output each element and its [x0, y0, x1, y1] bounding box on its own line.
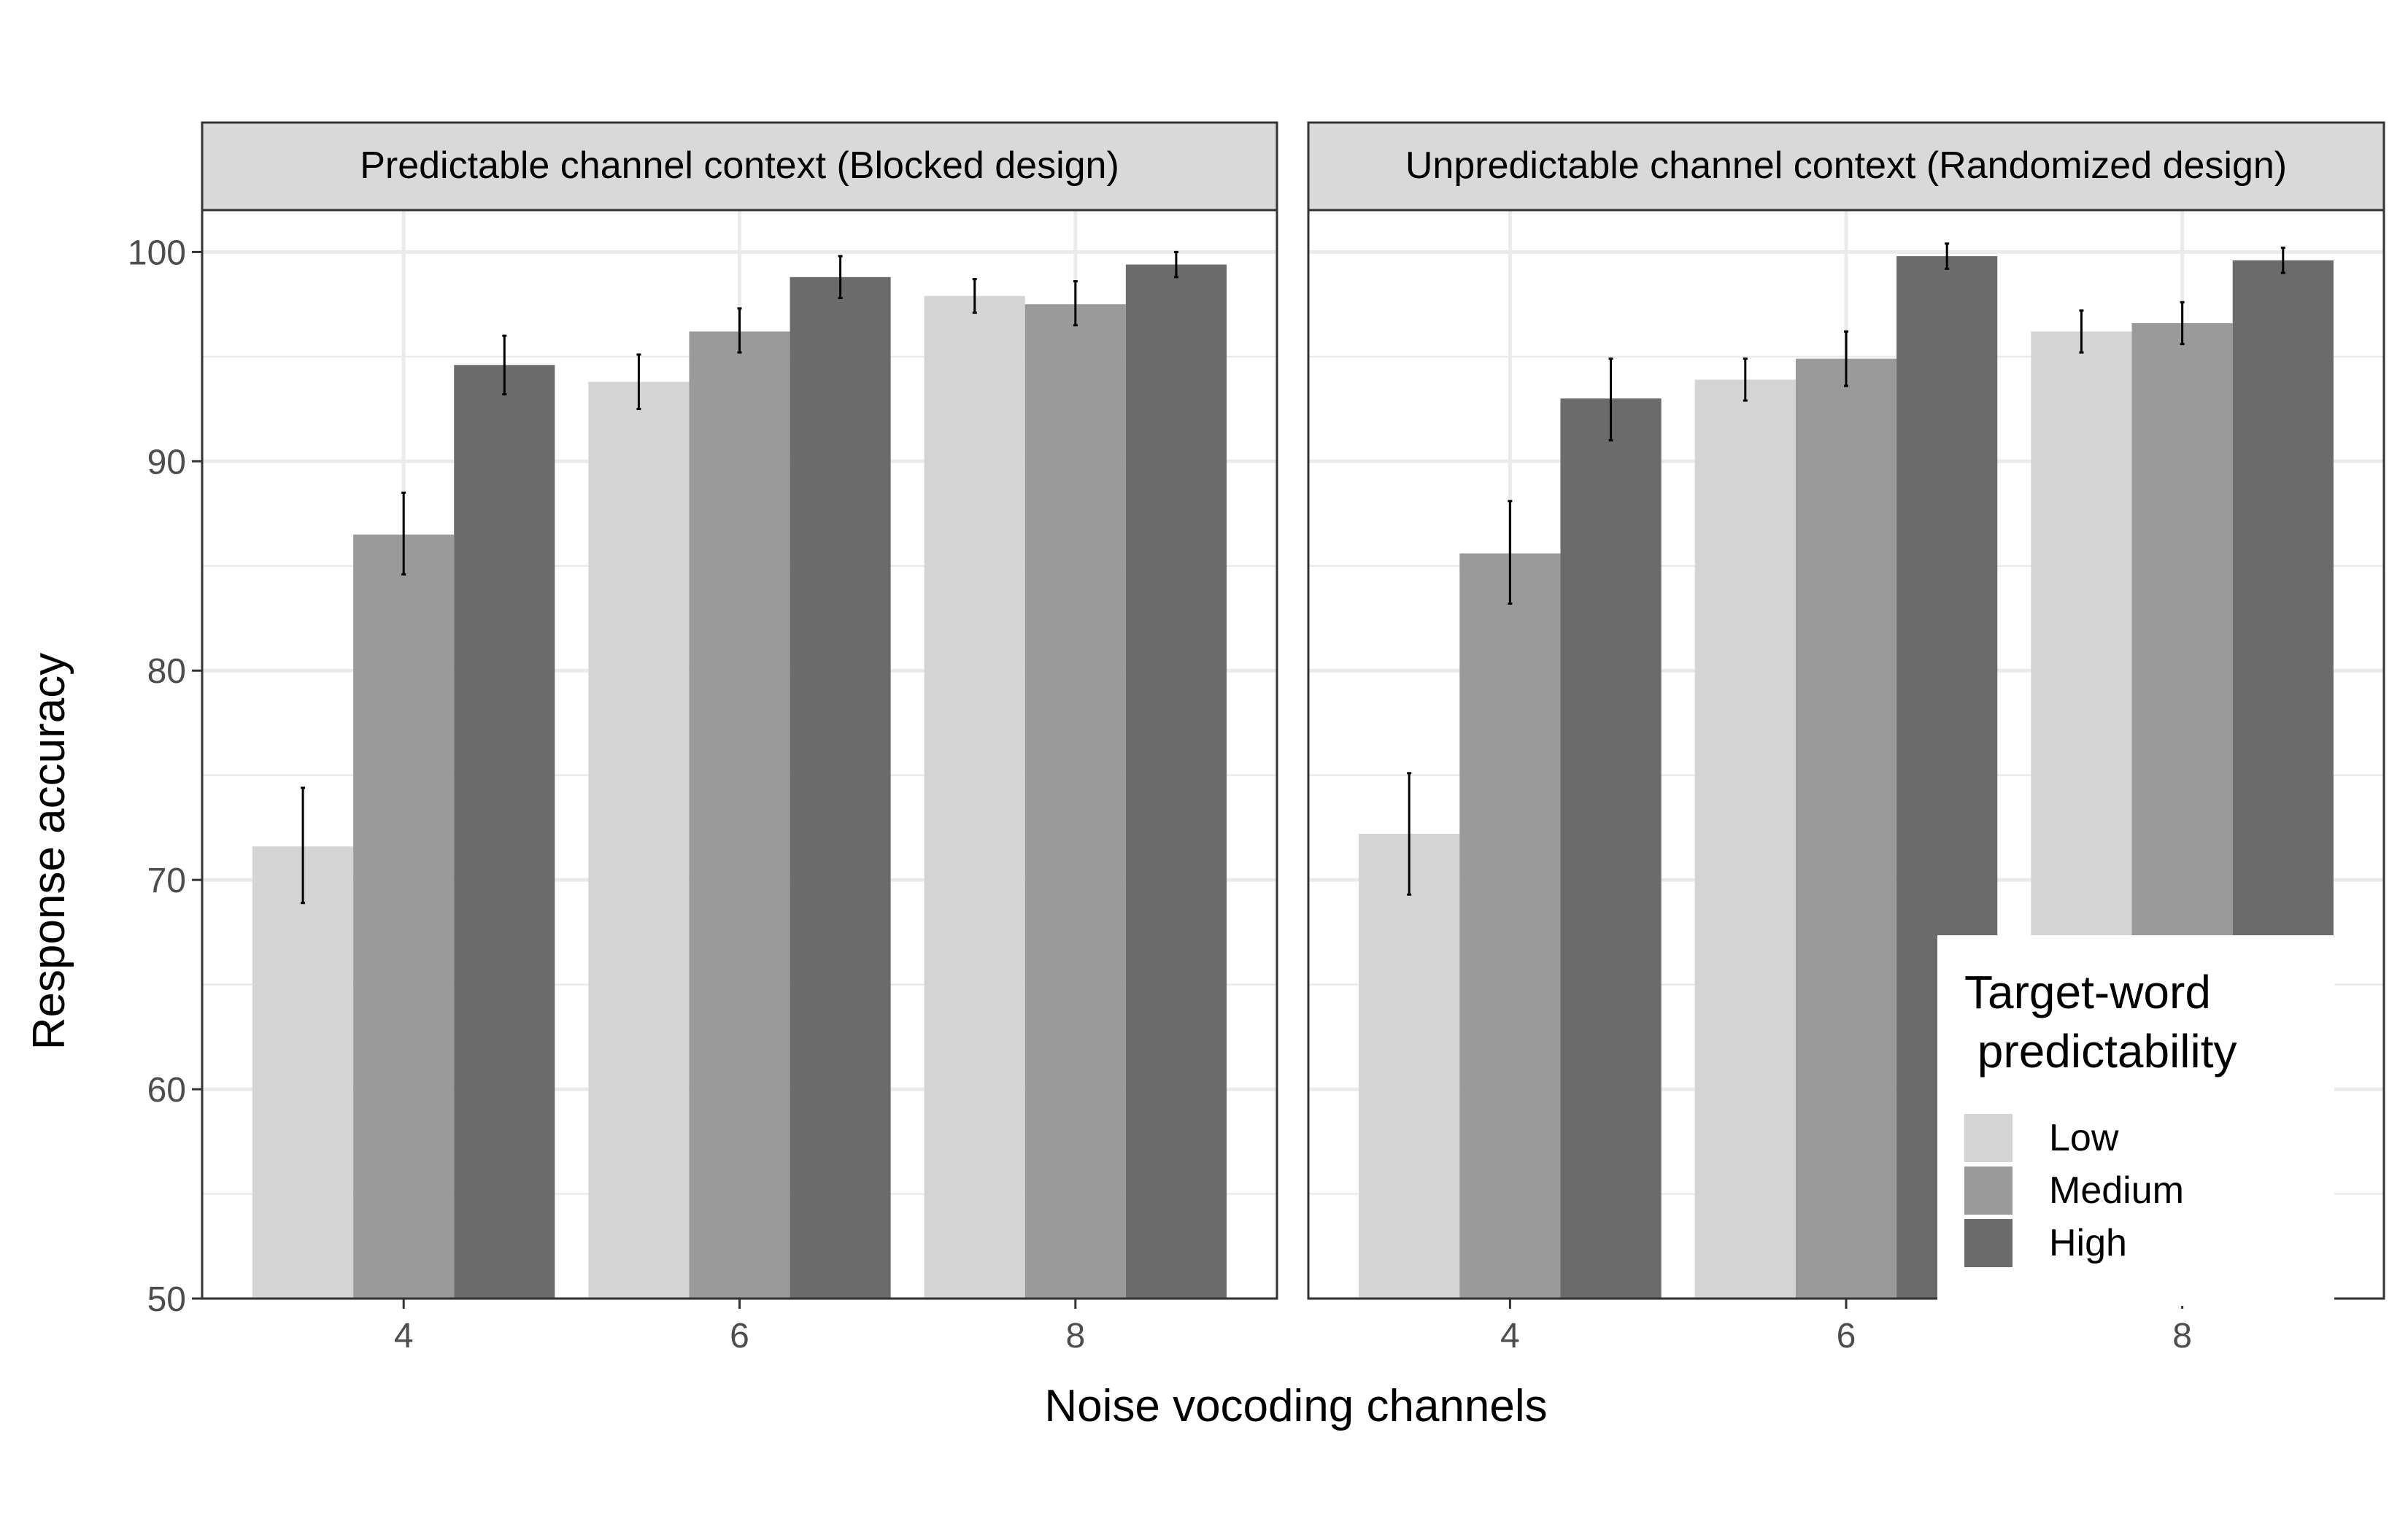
bar-medium-6 — [1795, 358, 1897, 1299]
y-tick-label: 60 — [147, 1071, 186, 1110]
legend-swatch-medium — [1964, 1167, 2013, 1215]
legend-title-line2: predictability — [1964, 1025, 2237, 1078]
y-axis-label: Response accuracy — [24, 653, 74, 1051]
y-tick-label: 90 — [147, 443, 186, 481]
bar-low-4 — [1359, 834, 1460, 1299]
x-tick-label: 4 — [1500, 1317, 1520, 1355]
bar-high-6 — [790, 276, 891, 1299]
legend-title-line1: Target-word — [1964, 966, 2211, 1018]
facet-strip-label: Unpredictable channel context (Randomize… — [1405, 144, 2287, 187]
bar-medium-8 — [1024, 304, 1126, 1299]
x-tick-label: 6 — [1837, 1317, 1856, 1355]
y-tick-label: 70 — [147, 862, 186, 900]
facet-strip-label: Predictable channel context (Blocked des… — [360, 144, 1119, 187]
legend-swatch-high — [1964, 1219, 2013, 1267]
x-axis-label: Noise vocoding channels — [1044, 1381, 1547, 1431]
facet-strip — [1307, 121, 2385, 212]
legend: Target-word predictability Low Medium High — [1937, 935, 2334, 1306]
facet-strip — [201, 121, 1278, 212]
bar-low-8 — [924, 295, 1025, 1299]
bar-high-8 — [1125, 264, 1227, 1299]
bar-medium-4 — [1459, 553, 1561, 1299]
legend-label-high: High — [2049, 1222, 2127, 1264]
legend-label-medium: Medium — [2049, 1169, 2184, 1212]
y-tick-label: 100 — [128, 233, 186, 272]
legend-label-low: Low — [2049, 1117, 2119, 1159]
bar-low-4 — [252, 846, 354, 1299]
x-tick-label: 6 — [730, 1317, 749, 1355]
x-tick-label: 8 — [2172, 1317, 2192, 1355]
legend-items: Low Medium High — [1964, 1114, 2184, 1267]
y-tick-label: 80 — [147, 652, 186, 691]
y-tick-label: 50 — [147, 1280, 186, 1319]
x-tick-label: 8 — [1065, 1317, 1085, 1355]
bar-low-6 — [588, 382, 690, 1299]
bar-high-4 — [454, 365, 555, 1299]
panel-1: Predictable channel context (Blocked des… — [201, 121, 1278, 1355]
x-tick-label: 4 — [394, 1317, 414, 1355]
bar-medium-6 — [689, 331, 790, 1299]
bar-medium-4 — [353, 534, 455, 1299]
y-axis: 50 60 70 80 90 100 — [128, 233, 202, 1319]
bar-high-4 — [1560, 398, 1662, 1299]
bar-low-6 — [1694, 379, 1796, 1299]
legend-swatch-low — [1964, 1114, 2013, 1162]
